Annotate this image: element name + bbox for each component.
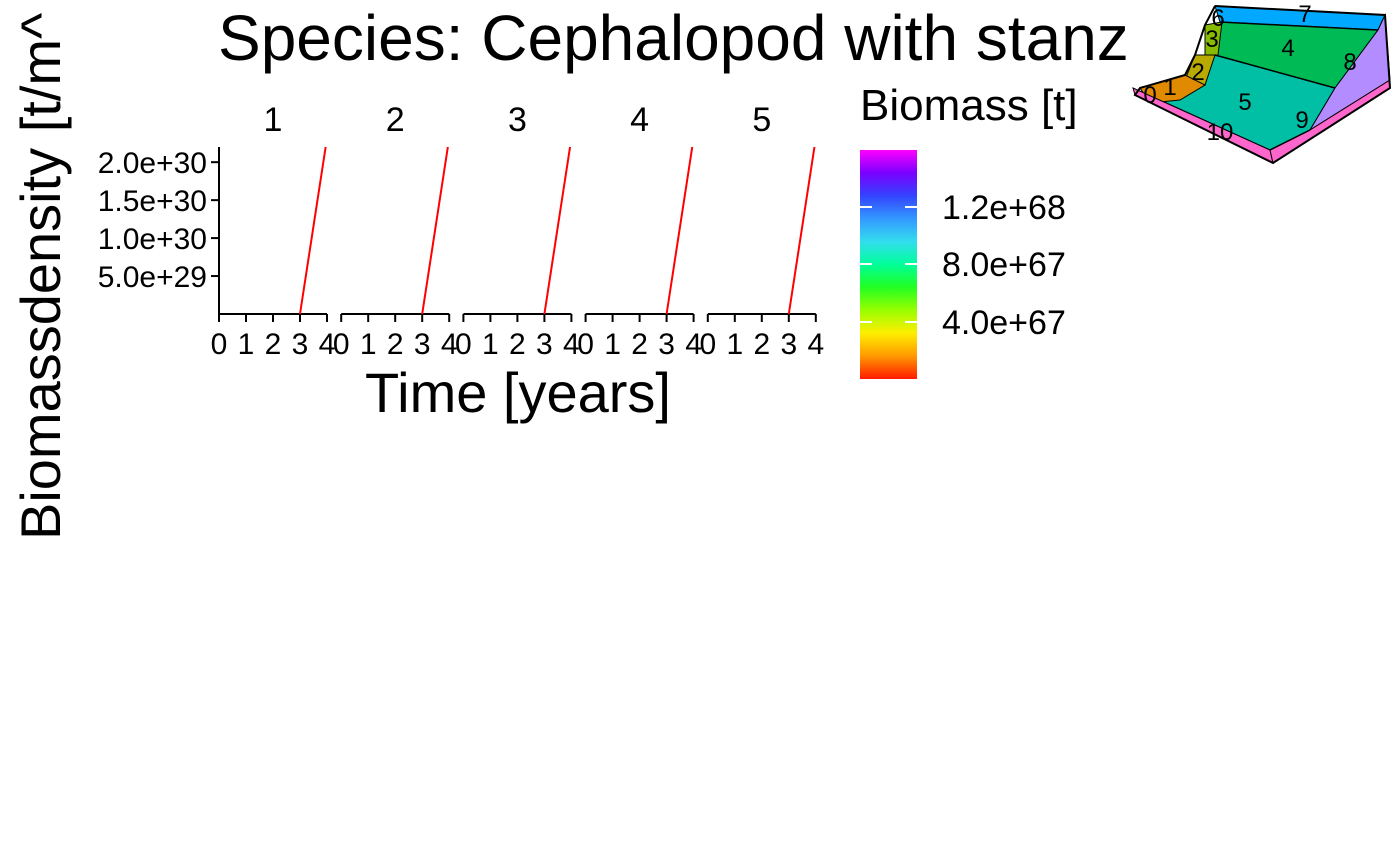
map-box-label: 10	[1207, 119, 1234, 146]
x-tick-label: 3	[658, 328, 675, 361]
map-box-label: 2	[1191, 59, 1204, 86]
x-tick-label: 3	[414, 328, 431, 361]
facet-label: 3	[508, 101, 527, 139]
chart-title: Species: Cephalopod with stanz	[218, 2, 1129, 74]
legend-tick-label: 8.0e+67	[942, 246, 1066, 284]
series-line	[421, 146, 449, 315]
series-line	[543, 146, 572, 315]
x-tick-label: 3	[536, 328, 553, 361]
map-outline	[1133, 5, 1392, 165]
map-box-label: 1	[1163, 74, 1176, 101]
x-tick-label: 0	[333, 328, 350, 361]
y-tick-label: 2.0e+30	[98, 147, 207, 180]
x-tick-label: 1	[726, 328, 743, 361]
series-line	[787, 146, 816, 315]
x-tick-label: 1	[360, 328, 377, 361]
facet-label: 2	[386, 101, 405, 139]
y-tick-label: 1.5e+30	[98, 185, 207, 218]
map-labels: 0 123 4 5 6 7 8 9 10	[1143, 1, 1356, 146]
series-line	[665, 146, 694, 315]
inset-map: 0 123 4 5 6 7 8 9 10	[1132, 1, 1392, 165]
map-box-label: 9	[1295, 107, 1308, 134]
map-divider	[1269, 129, 1311, 151]
x-tick-label: 4	[563, 328, 580, 361]
legend-tick-label: 4.0e+67	[942, 304, 1066, 342]
map-box-label: 7	[1298, 1, 1311, 28]
x-tick-label: 4	[685, 328, 702, 361]
facet-panels: 10 1 2 3 420 1 2 3 430 1 2 3 440 1 2 3 450 1 2 3 4	[211, 101, 824, 361]
x-tick-label: 0	[699, 328, 716, 361]
series-line	[299, 146, 327, 315]
facet-label: 5	[752, 101, 771, 139]
map-divider	[1219, 21, 1379, 31]
x-tick-label: 4	[441, 328, 458, 361]
map-box-label: 0	[1143, 82, 1156, 109]
legend-ticks: 4.0e+67 8.0e+67 1.2e+68	[860, 189, 1066, 342]
legend-title: Biomass [t]	[860, 81, 1078, 130]
x-tick-label: 1	[482, 328, 499, 361]
x-tick-label: 2	[509, 328, 526, 361]
map-box-3	[1204, 21, 1223, 59]
map-box-label: 3	[1205, 26, 1218, 53]
y-axis-title: Biomassdensity [t/m^	[9, 13, 72, 540]
map-box-label: 6	[1211, 5, 1224, 32]
x-tick-label: 2	[753, 328, 770, 361]
x-tick-label: 1	[238, 328, 255, 361]
x-tick-label: 3	[780, 328, 797, 361]
x-tick-label: 4	[319, 328, 336, 361]
y-tick-label: 5.0e+29	[98, 261, 207, 294]
map-box-label: 4	[1281, 35, 1294, 62]
x-tick-label: 3	[292, 328, 309, 361]
legend-tick-label: 1.2e+68	[942, 189, 1066, 227]
x-tick-label: 1	[604, 328, 621, 361]
x-tick-label: 0	[577, 328, 594, 361]
x-tick-label: 0	[455, 328, 472, 361]
facet-label: 1	[264, 101, 283, 139]
x-tick-label: 0	[211, 328, 228, 361]
y-axis: 5.0e+29 1.0e+30 1.5e+30 2.0e+30	[98, 147, 220, 314]
x-tick-label: 2	[631, 328, 648, 361]
map-box-label: 8	[1343, 49, 1356, 76]
x-tick-label: 2	[387, 328, 404, 361]
y-tick-label: 1.0e+30	[98, 223, 207, 256]
facet-label: 4	[630, 101, 649, 139]
x-axis-title: Time [years]	[365, 361, 671, 424]
x-tick-label: 2	[265, 328, 282, 361]
map-box-label: 5	[1238, 89, 1251, 116]
map-divider	[1214, 54, 1336, 89]
x-tick-label: 4	[807, 328, 824, 361]
